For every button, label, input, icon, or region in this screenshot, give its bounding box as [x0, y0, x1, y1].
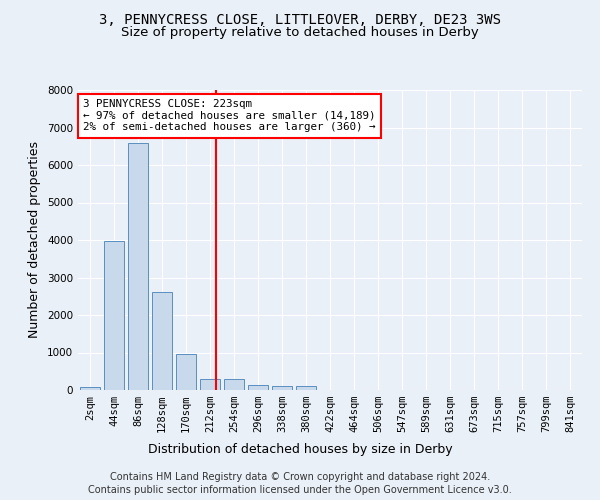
Text: Size of property relative to detached houses in Derby: Size of property relative to detached ho…: [121, 26, 479, 39]
Bar: [200, 379, 220, 390]
Bar: [248, 385, 268, 390]
Bar: [104, 241, 124, 390]
Bar: [272, 386, 292, 390]
Bar: [296, 386, 316, 390]
Text: 3, PENNYCRESS CLOSE, LITTLEOVER, DERBY, DE23 3WS: 3, PENNYCRESS CLOSE, LITTLEOVER, DERBY, …: [99, 12, 501, 26]
Text: Contains HM Land Registry data © Crown copyright and database right 2024.: Contains HM Land Registry data © Crown c…: [110, 472, 490, 482]
Text: 3 PENNYCRESS CLOSE: 223sqm
← 97% of detached houses are smaller (14,189)
2% of s: 3 PENNYCRESS CLOSE: 223sqm ← 97% of deta…: [83, 99, 376, 132]
Text: Contains public sector information licensed under the Open Government Licence v3: Contains public sector information licen…: [88, 485, 512, 495]
Y-axis label: Number of detached properties: Number of detached properties: [28, 142, 41, 338]
Bar: [176, 354, 196, 390]
Bar: [80, 387, 100, 390]
Text: Distribution of detached houses by size in Derby: Distribution of detached houses by size …: [148, 442, 452, 456]
Bar: [224, 379, 244, 390]
Bar: [128, 142, 148, 390]
Bar: [152, 292, 172, 390]
